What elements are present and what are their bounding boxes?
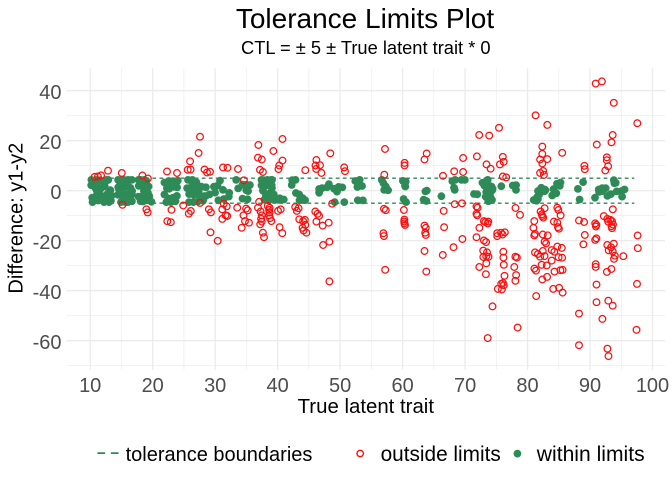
svg-text:30: 30 bbox=[204, 375, 226, 397]
svg-text:70: 70 bbox=[454, 375, 476, 397]
svg-text:80: 80 bbox=[516, 375, 538, 397]
svg-text:Difference: y1-y2: Difference: y1-y2 bbox=[5, 143, 27, 294]
svg-text:Tolerance Limits Plot: Tolerance Limits Plot bbox=[236, 3, 495, 34]
svg-text:40: 40 bbox=[266, 375, 288, 397]
svg-text:100: 100 bbox=[636, 375, 669, 397]
svg-text:60: 60 bbox=[391, 375, 413, 397]
svg-text:True latent trait: True latent trait bbox=[298, 396, 435, 418]
svg-text:90: 90 bbox=[579, 375, 601, 397]
svg-text:outside limits: outside limits bbox=[381, 443, 501, 466]
svg-text:50: 50 bbox=[329, 375, 351, 397]
svg-text:20: 20 bbox=[142, 375, 164, 397]
svg-text:10: 10 bbox=[79, 375, 101, 397]
svg-text:0: 0 bbox=[50, 182, 61, 204]
svg-text:20: 20 bbox=[39, 132, 61, 154]
svg-text:tolerance boundaries: tolerance boundaries bbox=[126, 444, 313, 466]
svg-text:-40: -40 bbox=[33, 282, 62, 304]
svg-text:within limits: within limits bbox=[536, 443, 645, 466]
svg-text:40: 40 bbox=[39, 82, 61, 104]
svg-text:CTL = ± 5 ± True latent trait: CTL = ± 5 ± True latent trait * 0 bbox=[241, 37, 491, 58]
svg-text:-20: -20 bbox=[33, 232, 62, 254]
svg-text:-60: -60 bbox=[33, 332, 62, 354]
